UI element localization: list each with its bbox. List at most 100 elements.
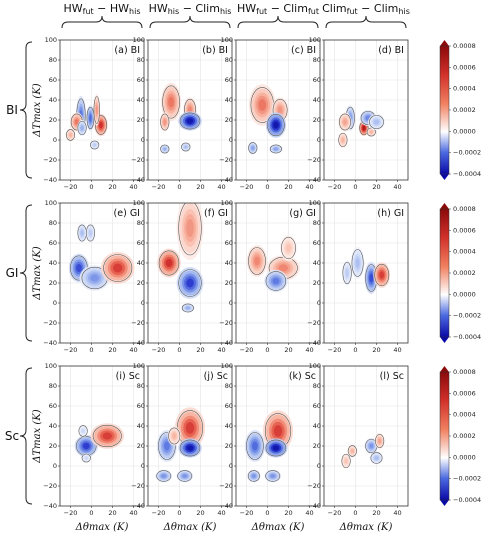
panel-label: (f) GI: [204, 208, 228, 219]
significance-contour: [265, 470, 281, 482]
y-tick-label: 60: [137, 239, 145, 247]
negative-anomaly: [89, 114, 92, 122]
significance-contour: [158, 250, 180, 276]
x-tick-label: 20: [196, 509, 204, 517]
y-tick-label: 80: [137, 56, 145, 64]
y-tick-label: 80: [313, 219, 321, 227]
x-tick-label: 40: [217, 346, 225, 354]
x-axis-label: Δθmax (K): [163, 522, 217, 533]
significance-contour: [179, 112, 201, 130]
y-tick-label: 40: [313, 259, 321, 267]
positive-anomaly: [344, 458, 348, 464]
positive-anomaly: [273, 425, 283, 437]
panel-label: (b) BI: [202, 45, 228, 56]
x-tick-label: −20: [152, 509, 166, 517]
column-brace: [61, 15, 143, 29]
colorbar-gradient: [440, 372, 449, 500]
y-tick-label: 100: [133, 36, 145, 44]
x-tick-label: 40: [305, 509, 313, 517]
column-header: HWfut − Climfut: [237, 2, 319, 16]
y-tick-label: 40: [225, 259, 233, 267]
significance-contour: [81, 453, 91, 463]
x-tick-label: 0: [177, 509, 181, 517]
negative-anomaly: [184, 145, 188, 149]
x-tick-label: 20: [284, 346, 292, 354]
y-tick-label: 20: [49, 116, 57, 124]
significance-contour: [90, 140, 100, 150]
y-tick-label: 0: [53, 462, 57, 470]
y-tick-label: 0: [229, 136, 233, 144]
x-tick-label: 20: [108, 346, 116, 354]
panel-label: (a) BI: [114, 45, 140, 56]
colorbar-tick-label: 0.0008: [453, 205, 476, 213]
panel-frame: [235, 365, 321, 507]
x-tick-label: 40: [393, 509, 401, 517]
panel-field: [148, 366, 232, 506]
significance-contour: [181, 303, 194, 313]
y-tick-label: 40: [49, 96, 57, 104]
x-tick-label: 40: [393, 346, 401, 354]
y-tick-label: 40: [225, 96, 233, 104]
y-tick-label: 80: [225, 382, 233, 390]
x-tick-label: 0: [265, 346, 269, 354]
negative-anomaly: [272, 277, 280, 285]
y-tick-label: 20: [313, 442, 321, 450]
panel-label: (c) BI: [291, 45, 316, 56]
negative-anomaly: [374, 456, 379, 460]
column-header: Climfut − Climhis: [322, 2, 410, 16]
panel-frame: [323, 39, 409, 181]
significance-contour: [374, 263, 390, 287]
x-tick-label: 0: [265, 183, 269, 191]
negative-anomaly: [82, 442, 90, 450]
y-tick-label: 100: [221, 362, 233, 370]
y-tick-label: 80: [225, 56, 233, 64]
row-labels: BI GI Sc: [5, 41, 33, 505]
x-tick-label: 0: [353, 183, 357, 191]
panel: (l) Sc −20 0 20 40 100 80 60 40 20 0 −20 −40: [307, 362, 409, 517]
x-axis-label: Δθmax (K): [251, 522, 305, 533]
y-tick-label: −20: [131, 482, 145, 490]
x-tick-label: 20: [108, 183, 116, 191]
y-tick-label: 0: [229, 299, 233, 307]
y-tick-label: 40: [313, 96, 321, 104]
significance-contour: [160, 144, 170, 154]
significance-contour: [347, 445, 357, 457]
panel-label: (k) Sc: [289, 371, 316, 382]
panel: (k) Sc −20 0 20 40 100 80 60 40 20 0 −20 −40: [219, 362, 321, 517]
positive-anomaly: [113, 263, 123, 273]
y-axis-label: ΔTmax (K): [32, 83, 43, 138]
negative-anomaly: [81, 429, 85, 433]
panel-field: [148, 40, 232, 180]
negative-anomaly: [186, 445, 194, 451]
x-tick-label: −20: [240, 183, 254, 191]
y-tick-label: 80: [49, 382, 57, 390]
panel-field: [60, 366, 144, 506]
positive-anomaly: [99, 121, 103, 129]
negative-anomaly: [274, 147, 278, 151]
positive-anomaly: [343, 119, 347, 125]
colorbar-tick-label: −0.0002: [453, 475, 481, 483]
significance-contour: [158, 432, 176, 460]
x-tick-label: −20: [152, 346, 166, 354]
colorbar-min-arrow: [440, 337, 449, 343]
panel: (h) GI −20 0 20 40 100 80 60 40 20 0 −20 −40: [307, 199, 409, 354]
y-tick-label: −20: [43, 319, 57, 327]
column-headers: HWfut − HWhis HWhis − Climhis HWfut − Clim…: [61, 2, 410, 29]
positive-anomaly: [185, 422, 195, 434]
y-tick-label: −40: [219, 339, 233, 347]
panel-background: [60, 40, 144, 180]
colorbar-tick-label: 0.0004: [453, 411, 476, 419]
y-tick-label: −20: [307, 156, 321, 164]
y-tick-label: −20: [307, 319, 321, 327]
colorbars: 0.0008 0.0006 0.0004 0.0002 0.0000 −0.0002 −0.…: [439, 40, 481, 506]
x-tick-label: 0: [177, 346, 181, 354]
y-tick-label: 100: [45, 362, 57, 370]
significance-contour: [178, 203, 202, 256]
colorbar-tick-label: 0.0000: [453, 127, 476, 135]
panel: (g) GI −20 0 20 40 100 80 60 40 20 0 −20 −40: [219, 199, 321, 354]
y-tick-label: 0: [317, 136, 321, 144]
x-tick-label: −20: [328, 346, 342, 354]
y-tick-label: 60: [225, 239, 233, 247]
